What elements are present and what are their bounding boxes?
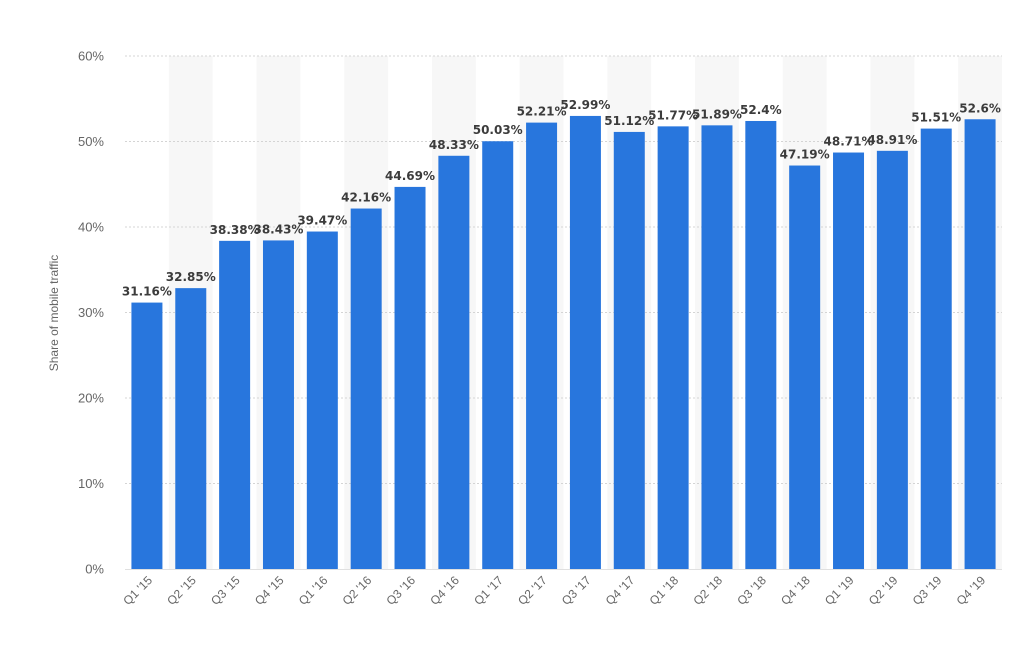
data-label: 50.03% (473, 123, 523, 137)
bar[interactable] (657, 126, 689, 569)
x-tick-label: Q1 '17 (471, 573, 506, 608)
data-label: 52.21% (517, 105, 567, 119)
y-axis-ticks: 0% 10% 20% 30% 40% 50% 60% (78, 49, 104, 577)
x-tick-label: Q3 '17 (559, 573, 594, 608)
bar[interactable] (306, 231, 338, 569)
data-label: 52.99% (560, 98, 610, 112)
data-label: 51.77% (648, 108, 698, 122)
data-label: 32.85% (166, 270, 216, 284)
y-tick-label: 40% (78, 220, 104, 235)
x-axis-ticks: Q1 '15 Q2 '15 Q3 '15 Q4 '15 Q1 '16 Q2 '16 Q3 '… (120, 573, 988, 608)
x-tick-label: Q1 '15 (120, 573, 155, 608)
data-label: 38.38% (210, 223, 260, 237)
y-axis-title: Share of mobile traffic (47, 255, 61, 372)
x-tick-label: Q4 '16 (427, 573, 462, 608)
data-label: 48.33% (429, 138, 479, 152)
x-tick-label: Q4 '15 (252, 573, 287, 608)
data-label: 44.69% (385, 169, 435, 183)
x-tick-label: Q3 '15 (208, 573, 243, 608)
bar[interactable] (745, 120, 777, 569)
bar[interactable] (526, 122, 558, 570)
bar[interactable] (613, 131, 645, 569)
data-labels: 31.16%32.85% 38.38%38.43%39.47% 42.16% 44.6… (122, 98, 1001, 299)
data-label: 38.43% (253, 222, 303, 236)
bar[interactable] (964, 119, 996, 570)
x-tick-label: Q2 '18 (690, 573, 725, 608)
data-label: 51.89% (692, 107, 742, 121)
bars (131, 115, 996, 570)
y-tick-label: 50% (78, 134, 104, 149)
bar[interactable] (350, 208, 382, 570)
data-label: 31.16% (122, 285, 172, 299)
bar[interactable] (833, 152, 865, 570)
x-tick-label: Q1 '16 (296, 573, 331, 608)
x-tick-label: Q4 '19 (954, 573, 989, 608)
data-label: 52.6% (959, 101, 1001, 115)
x-tick-label: Q3 '16 (384, 573, 419, 608)
x-tick-label: Q1 '18 (647, 573, 682, 608)
x-tick-label: Q3 '19 (910, 573, 945, 608)
data-label: 39.47% (297, 214, 347, 228)
data-label: 47.19% (780, 148, 830, 162)
x-tick-label: Q2 '15 (164, 573, 199, 608)
bar[interactable] (175, 288, 207, 569)
bar[interactable] (394, 186, 426, 569)
bar[interactable] (789, 165, 821, 569)
y-tick-label: 30% (78, 305, 104, 320)
bar[interactable] (482, 141, 514, 569)
x-tick-label: Q2 '19 (866, 573, 901, 608)
bar[interactable] (569, 115, 601, 570)
y-tick-label: 10% (78, 476, 104, 491)
bar[interactable] (438, 155, 470, 569)
data-label: 51.51% (911, 111, 961, 125)
bar[interactable] (262, 240, 294, 569)
x-tick-label: Q1 '19 (822, 573, 857, 608)
bar[interactable] (219, 240, 251, 569)
gridlines (125, 55, 1002, 570)
data-label: 48.71% (824, 135, 874, 149)
y-tick-label: 20% (78, 391, 104, 406)
y-tick-label: 60% (78, 49, 104, 64)
x-tick-label: Q3 '18 (734, 573, 769, 608)
data-label: 52.4% (740, 103, 782, 117)
data-label: 48.91% (867, 133, 917, 147)
bar[interactable] (920, 128, 952, 570)
bar[interactable] (876, 150, 908, 569)
data-label: 51.12% (604, 114, 654, 128)
bar[interactable] (131, 302, 163, 569)
bar[interactable] (701, 125, 733, 569)
y-tick-label: 0% (85, 562, 104, 577)
x-tick-label: Q4 '17 (603, 573, 638, 608)
x-tick-label: Q2 '16 (340, 573, 375, 608)
x-tick-label: Q4 '18 (778, 573, 813, 608)
x-tick-label: Q2 '17 (515, 573, 550, 608)
data-label: 42.16% (341, 191, 391, 205)
